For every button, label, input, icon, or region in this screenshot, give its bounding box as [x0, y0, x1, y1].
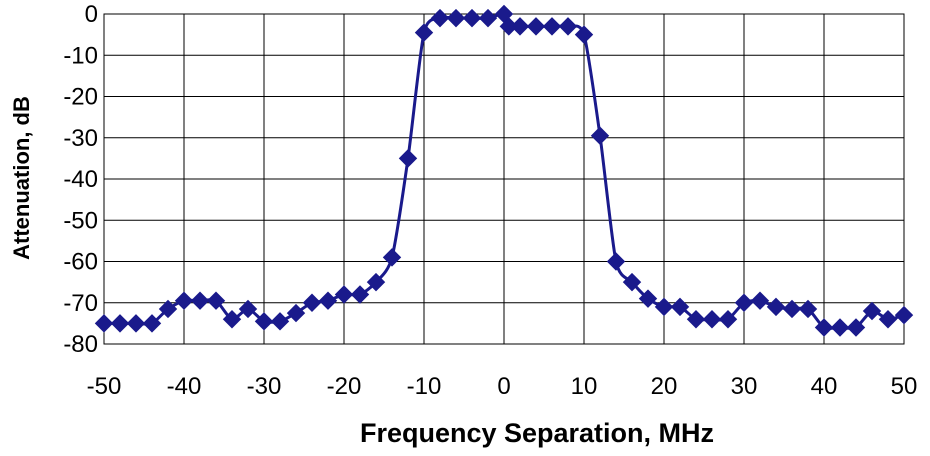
data-point-marker [286, 303, 306, 323]
data-point-marker [174, 291, 194, 310]
data-point-marker [142, 314, 162, 333]
data-point-marker [558, 17, 578, 36]
data-point-marker [382, 248, 402, 267]
data-point-marker [350, 285, 370, 304]
x-tick-label: 50 [891, 373, 918, 400]
data-point-marker [734, 293, 754, 312]
y-tick-label: -80 [63, 331, 98, 358]
y-tick-label: -50 [63, 207, 98, 234]
data-point-marker [702, 310, 722, 329]
data-point-marker [510, 17, 530, 36]
data-point-marker [254, 312, 274, 331]
data-point-marker [782, 299, 802, 319]
data-point-marker [158, 299, 178, 319]
data-point-marker [478, 8, 498, 28]
y-tick-label: -60 [63, 249, 98, 276]
y-tick-label: -70 [63, 290, 98, 317]
data-point-marker [366, 272, 386, 292]
data-point-marker [462, 8, 482, 28]
data-point-marker [654, 297, 674, 317]
data-point-marker [206, 291, 226, 310]
data-point-marker [446, 8, 466, 28]
y-tick-label: -30 [63, 125, 98, 152]
data-point-marker [638, 289, 658, 308]
data-point-marker [398, 149, 418, 168]
data-point-marker [126, 314, 146, 333]
x-tick-label: -20 [327, 373, 362, 400]
data-point-marker [830, 318, 850, 337]
data-point-marker [894, 305, 914, 325]
data-point-marker [766, 297, 786, 317]
data-point-marker [878, 310, 898, 329]
x-tick-label: -30 [247, 373, 282, 400]
x-axis-title: Frequency Separation, MHz [360, 418, 714, 448]
y-tick-label: -20 [63, 84, 98, 111]
x-tick-label: 10 [571, 373, 598, 400]
data-point-marker [110, 314, 130, 333]
data-point-marker [318, 291, 338, 310]
x-tick-label: -10 [407, 373, 442, 400]
data-point-marker [190, 291, 210, 310]
y-tick-label: -40 [63, 166, 98, 193]
data-point-marker [574, 25, 594, 44]
data-point-marker [94, 314, 114, 333]
x-tick-label: -40 [167, 373, 202, 400]
data-point-marker [846, 318, 866, 337]
y-tick-labels: 0 -10 -20 -30 -40 -50 -60 -70 -80 [63, 1, 98, 358]
y-tick-label: 0 [85, 1, 98, 28]
data-point-marker [750, 291, 770, 310]
x-tick-label: -50 [87, 373, 122, 400]
data-point-marker [718, 310, 738, 329]
y-tick-label: -10 [63, 42, 98, 69]
data-point-marker [302, 293, 322, 312]
x-tick-label: 30 [731, 373, 758, 400]
data-point-marker [542, 17, 562, 36]
x-tick-labels: -50 -40 -30 -20 -10 0 10 20 30 40 50 [87, 373, 918, 400]
horizontal-gridlines [104, 54, 904, 304]
data-point-marker [590, 126, 610, 145]
data-point-marker [798, 299, 818, 319]
data-point-marker [686, 310, 706, 329]
data-point-marker [414, 23, 434, 42]
data-point-marker [606, 252, 626, 271]
data-point-marker [862, 301, 882, 321]
data-point-marker [270, 312, 290, 331]
data-point-marker [670, 297, 690, 317]
data-point-marker [526, 17, 546, 36]
data-point-marker [430, 8, 450, 28]
data-point-marker [238, 299, 258, 319]
x-tick-label: 20 [651, 373, 678, 400]
x-tick-label: 0 [497, 373, 510, 400]
data-markers [94, 4, 914, 337]
y-axis-title: Attenuation, dB [9, 96, 34, 260]
data-point-marker [222, 310, 242, 329]
data-point-marker [814, 318, 834, 337]
data-point-marker [334, 285, 354, 304]
data-point-marker [622, 272, 642, 292]
x-tick-label: 40 [811, 373, 838, 400]
